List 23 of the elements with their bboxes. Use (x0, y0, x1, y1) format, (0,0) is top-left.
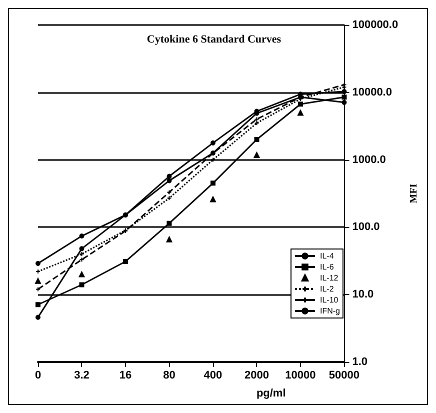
legend-label: IL-12 (320, 274, 339, 282)
y-tick-label: 100000.0 (352, 19, 398, 31)
x-tick-label: 3.2 (74, 370, 90, 382)
y-tick-label: 10000.0 (352, 86, 392, 98)
y-tick-label: 1.0 (352, 356, 368, 368)
legend-label: IL-2 (320, 284, 334, 294)
y-tick-label: 10.0 (352, 288, 374, 301)
x-tick-label: 80 (163, 370, 176, 382)
legend-label: IL-6 (320, 262, 334, 272)
x-tick-label: 50000 (328, 370, 360, 382)
y-tick-label: 100.0 (352, 221, 380, 234)
x-tick-label: 16 (119, 370, 132, 382)
text: Cytokine 6 Standard Curves (146, 34, 282, 46)
y-tick-label: 1000.0 (352, 154, 386, 166)
x-tick-label: 400 (204, 370, 222, 382)
x-tick-label: 2000 (244, 370, 269, 382)
legend-label: IL-4 (320, 252, 334, 260)
x-tick-label: 10000 (285, 370, 316, 382)
y-axis-title: MFI (408, 184, 420, 204)
x-axis-title: pg/ml (256, 388, 286, 400)
x-tick-label: 0 (34, 370, 42, 382)
legend-label: IL-10 (320, 296, 339, 304)
legend-label: IFN-g (320, 306, 340, 316)
